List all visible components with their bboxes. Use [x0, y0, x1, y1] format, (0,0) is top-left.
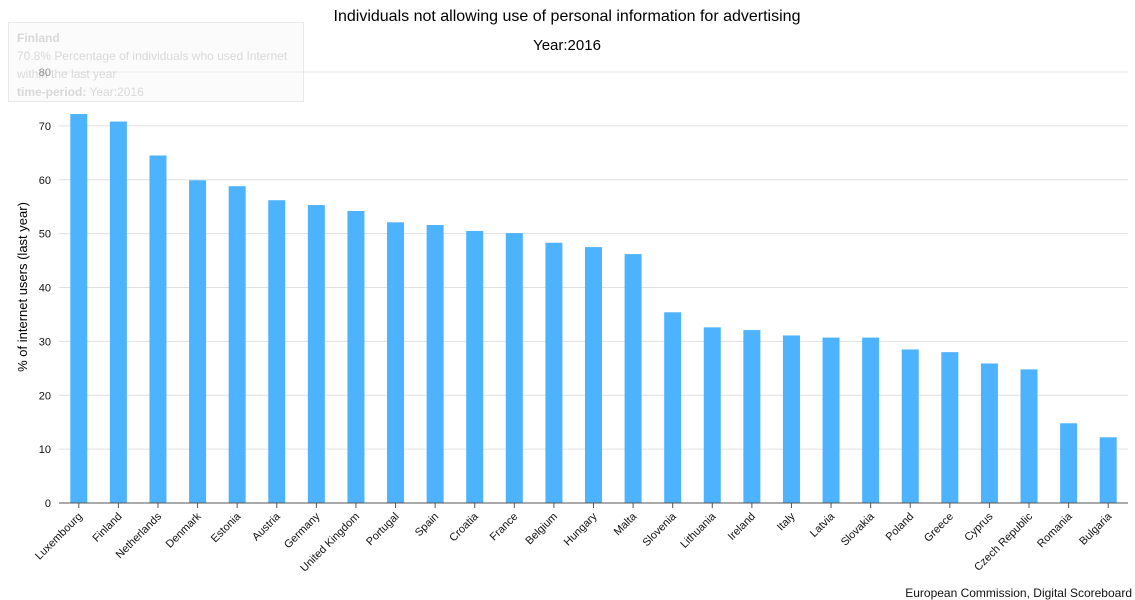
bar-estonia[interactable] — [228, 186, 246, 503]
bar-czech-republic[interactable] — [1020, 369, 1038, 503]
x-tick-label: Luxembourg — [33, 511, 85, 563]
x-tick-label: Slovenia — [640, 510, 679, 549]
x-tick-label: Bulgaria — [1077, 510, 1115, 548]
x-tick-label: Spain — [413, 511, 441, 539]
chart-subtitle: Year:2016 — [533, 37, 601, 54]
x-tick-label: Portugal — [364, 511, 401, 548]
x-tick-label: Austria — [250, 510, 283, 543]
tooltip-name: Finland — [17, 31, 60, 45]
chart-title: Individuals not allowing use of personal… — [334, 8, 801, 25]
bar-belgium[interactable] — [545, 242, 563, 503]
bar-austria[interactable] — [268, 200, 286, 503]
y-tick-label: 20 — [39, 390, 51, 402]
x-tick-label: Estonia — [209, 510, 244, 545]
tooltip-period-label: time-period: — [17, 85, 87, 99]
y-tick-label: 40 — [39, 283, 51, 295]
bar-croatia[interactable] — [466, 230, 484, 503]
y-tick-label: 50 — [39, 229, 51, 241]
bar-latvia[interactable] — [822, 337, 840, 503]
x-tick-label: Finland — [91, 511, 125, 545]
bars — [70, 114, 1117, 504]
x-tick-label: Germany — [282, 510, 323, 551]
x-tick-label: Greece — [922, 511, 956, 545]
x-tick-label: Belgium — [523, 511, 560, 548]
bar-luxembourg[interactable] — [70, 114, 88, 504]
y-tick-label: 70 — [39, 121, 51, 133]
bar-spain[interactable] — [426, 225, 444, 503]
x-tick-label: Denmark — [164, 510, 204, 550]
tooltip-period-value: Year:2016 — [89, 85, 144, 99]
bar-france[interactable] — [505, 233, 523, 503]
bar-lithuania[interactable] — [703, 327, 721, 503]
bar-ireland[interactable] — [743, 330, 761, 503]
x-tick-label: Hungary — [562, 510, 600, 548]
bar-romania[interactable] — [1060, 423, 1078, 503]
x-tick-label: Malta — [612, 510, 640, 538]
x-tick-label: Slovakia — [839, 510, 878, 549]
x-tick-label: Latvia — [808, 510, 838, 540]
y-tick-label: 30 — [39, 336, 51, 348]
bar-germany[interactable] — [307, 205, 325, 504]
bar-portugal[interactable] — [387, 222, 405, 503]
bar-hungary[interactable] — [585, 247, 602, 503]
x-tick-label: Cyprus — [962, 510, 995, 543]
x-tick-label: Italy — [775, 510, 798, 533]
x-tick-label: France — [488, 511, 521, 544]
y-tick-label: 60 — [39, 175, 51, 187]
bar-bulgaria[interactable] — [1099, 437, 1117, 503]
bar-netherlands[interactable] — [149, 155, 167, 503]
x-tick-label: Poland — [884, 511, 917, 544]
bar-poland[interactable] — [901, 349, 919, 503]
x-tick-label: Ireland — [726, 511, 758, 543]
bar-slovakia[interactable] — [862, 337, 880, 503]
bar-united-kingdom[interactable] — [347, 210, 365, 503]
bar-italy[interactable] — [782, 335, 800, 503]
bar-cyprus[interactable] — [980, 363, 998, 503]
bar-greece[interactable] — [941, 352, 959, 503]
credits-link[interactable]: European Commission, Digital Scoreboard — [905, 586, 1132, 600]
y-tick-label: 10 — [39, 444, 51, 456]
bar-denmark[interactable] — [189, 180, 207, 503]
y-axis-title: % of internet users (last year) — [15, 202, 30, 372]
x-tick-label: Lithuania — [678, 510, 719, 551]
bar-malta[interactable] — [624, 254, 642, 503]
x-tick-label: Romania — [1035, 510, 1075, 550]
x-tick-label: Croatia — [447, 510, 481, 544]
tooltip-value: 70.8% Percentage of individuals who used… — [17, 49, 288, 81]
tooltip: Finland 70.8% Percentage of individuals … — [8, 22, 304, 102]
bar-slovenia[interactable] — [664, 312, 682, 503]
y-tick-label: 0 — [45, 498, 51, 510]
y-axis-ticks: 01020304050607080 — [39, 67, 51, 510]
bar-finland[interactable] — [109, 121, 127, 503]
